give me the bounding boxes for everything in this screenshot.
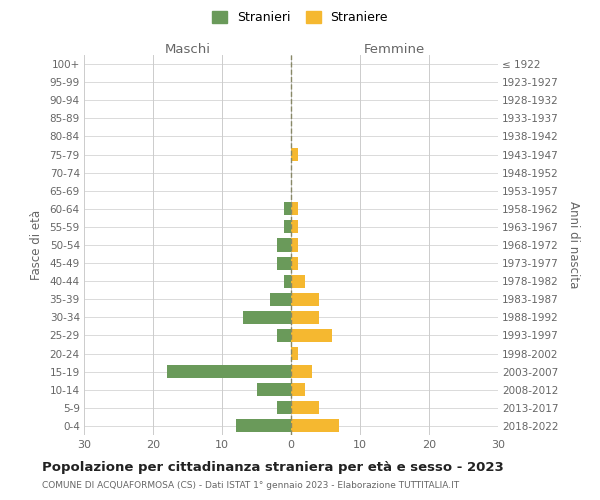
Bar — [257, 383, 291, 396]
Y-axis label: Fasce di età: Fasce di età — [29, 210, 43, 280]
Y-axis label: Anni di nascita: Anni di nascita — [567, 202, 580, 288]
Bar — [291, 274, 305, 287]
Bar — [291, 238, 298, 252]
Bar — [236, 420, 291, 432]
Legend: Stranieri, Straniere: Stranieri, Straniere — [207, 6, 393, 29]
Bar — [291, 256, 298, 270]
Text: Popolazione per cittadinanza straniera per età e sesso - 2023: Popolazione per cittadinanza straniera p… — [42, 461, 504, 474]
Bar — [291, 347, 298, 360]
Bar — [284, 220, 291, 234]
Bar — [291, 220, 298, 234]
Bar — [271, 293, 291, 306]
Bar — [284, 274, 291, 287]
Bar — [242, 311, 291, 324]
Text: Maschi: Maschi — [164, 43, 211, 56]
Text: Femmine: Femmine — [364, 43, 425, 56]
Bar — [291, 402, 319, 414]
Bar — [291, 365, 312, 378]
Bar — [291, 420, 340, 432]
Bar — [277, 238, 291, 252]
Bar — [284, 202, 291, 215]
Bar — [291, 329, 332, 342]
Bar — [291, 148, 298, 161]
Bar — [277, 256, 291, 270]
Bar — [167, 365, 291, 378]
Bar — [291, 202, 298, 215]
Bar — [291, 293, 319, 306]
Bar — [291, 383, 305, 396]
Bar — [277, 402, 291, 414]
Bar — [291, 311, 319, 324]
Text: COMUNE DI ACQUAFORMOSA (CS) - Dati ISTAT 1° gennaio 2023 - Elaborazione TUTTITAL: COMUNE DI ACQUAFORMOSA (CS) - Dati ISTAT… — [42, 481, 459, 490]
Bar — [277, 329, 291, 342]
